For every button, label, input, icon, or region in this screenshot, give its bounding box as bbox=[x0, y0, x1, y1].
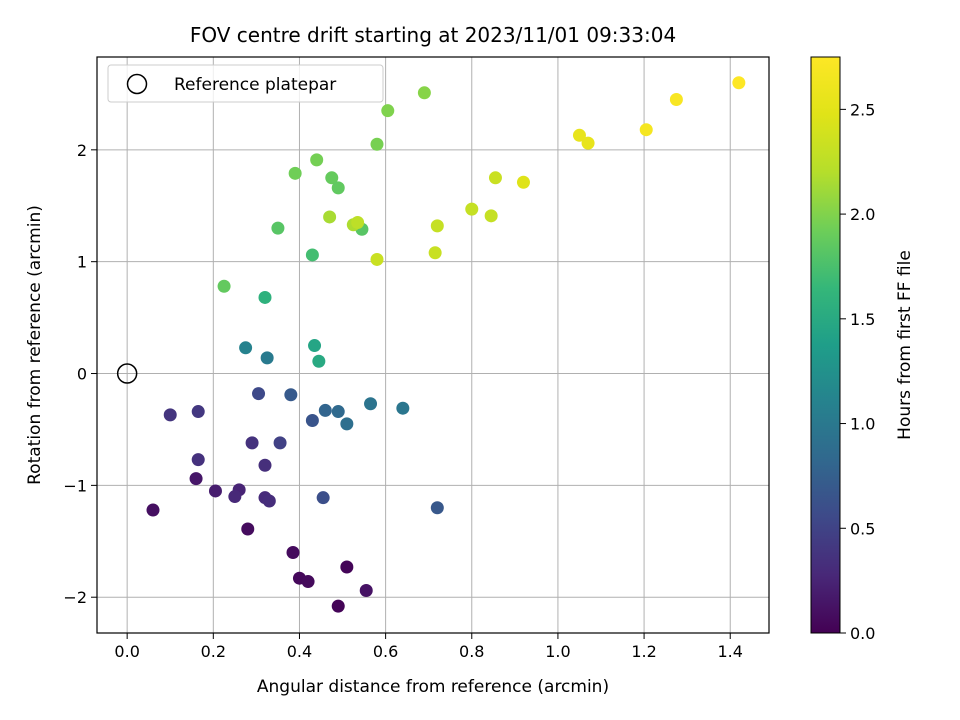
colorbar-ticks: 0.0 0.5 1.0 1.5 2.0 2.5 bbox=[840, 100, 875, 643]
data-point bbox=[245, 436, 259, 450]
data-point bbox=[286, 545, 300, 559]
data-point bbox=[484, 209, 498, 223]
data-point bbox=[370, 137, 384, 151]
data-point bbox=[325, 171, 339, 185]
data-point bbox=[364, 397, 378, 411]
x-tick-label: 0.0 bbox=[114, 642, 139, 661]
data-point bbox=[189, 472, 203, 486]
data-point bbox=[323, 210, 337, 224]
data-point bbox=[191, 405, 205, 419]
data-point bbox=[258, 290, 272, 304]
data-point bbox=[208, 484, 222, 498]
data-point bbox=[417, 86, 431, 100]
data-point bbox=[310, 153, 324, 167]
data-point bbox=[331, 599, 345, 613]
data-point bbox=[308, 339, 322, 353]
y-tick-label: 1 bbox=[77, 253, 87, 272]
data-point bbox=[732, 76, 746, 90]
colorbar-tick-label: 0.5 bbox=[850, 519, 875, 538]
y-axis-label: Rotation from reference (arcmin) bbox=[25, 205, 45, 485]
y-tick-label: 0 bbox=[77, 365, 87, 384]
data-point bbox=[516, 175, 530, 189]
plot-frame bbox=[96, 56, 770, 634]
x-tick-label: 0.8 bbox=[459, 642, 484, 661]
data-point bbox=[318, 403, 332, 417]
data-point bbox=[340, 560, 354, 574]
data-point bbox=[340, 417, 354, 431]
colorbar-gradient bbox=[810, 56, 841, 634]
data-point bbox=[488, 171, 502, 185]
data-point bbox=[191, 453, 205, 467]
data-point bbox=[351, 216, 365, 230]
data-point bbox=[639, 123, 653, 137]
data-point bbox=[316, 491, 330, 505]
data-point bbox=[284, 388, 298, 402]
data-point bbox=[271, 221, 285, 235]
data-point bbox=[430, 219, 444, 233]
data-point bbox=[217, 279, 231, 293]
data-point bbox=[428, 246, 442, 260]
x-tick-label: 0.2 bbox=[201, 642, 226, 661]
data-point bbox=[370, 252, 384, 266]
data-point bbox=[331, 181, 345, 195]
x-tick-label: 1.2 bbox=[631, 642, 656, 661]
data-point bbox=[163, 408, 177, 422]
data-point bbox=[581, 136, 595, 150]
data-point bbox=[381, 104, 395, 118]
colorbar-tick-label: 2.5 bbox=[850, 100, 875, 119]
data-point bbox=[239, 341, 253, 355]
x-tick-label: 0.6 bbox=[373, 642, 398, 661]
data-point bbox=[258, 458, 272, 472]
data-point bbox=[305, 248, 319, 262]
x-tick-label: 1.0 bbox=[545, 642, 570, 661]
data-point bbox=[430, 501, 444, 515]
x-axis-label: Angular distance from reference (arcmin) bbox=[257, 677, 609, 697]
legend-box bbox=[107, 64, 384, 103]
colorbar-tick-label: 1.0 bbox=[850, 415, 875, 434]
data-point bbox=[331, 405, 345, 419]
legend-reference-marker bbox=[126, 73, 148, 95]
x-axis-ticks: 0.0 0.2 0.4 0.6 0.8 1.0 1.2 1.4 bbox=[114, 633, 743, 661]
y-tick-label: 2 bbox=[77, 141, 87, 160]
data-point bbox=[305, 413, 319, 427]
data-point bbox=[252, 387, 266, 401]
scatter-points bbox=[146, 76, 746, 613]
colorbar: 0.0 0.5 1.0 1.5 2.0 2.5 Hours from first FF f… bbox=[810, 56, 915, 643]
data-point bbox=[572, 128, 586, 142]
y-tick-label: −1 bbox=[63, 476, 87, 495]
x-tick-label: 1.4 bbox=[718, 642, 743, 661]
reference-marker bbox=[116, 363, 138, 384]
y-tick-label: −2 bbox=[63, 588, 87, 607]
data-point bbox=[288, 166, 302, 180]
data-point bbox=[301, 575, 315, 589]
colorbar-tick-label: 0.0 bbox=[850, 624, 875, 643]
chart-title: FOV centre drift starting at 2023/11/01 … bbox=[190, 23, 676, 47]
data-point bbox=[260, 351, 274, 365]
data-point bbox=[146, 503, 160, 517]
data-point bbox=[465, 202, 479, 216]
legend: Reference platepar bbox=[107, 64, 384, 103]
legend-label-reference-platepar: Reference platepar bbox=[174, 75, 336, 95]
data-point bbox=[228, 490, 242, 504]
colorbar-label: Hours from first FF file bbox=[895, 250, 915, 440]
x-tick-label: 0.4 bbox=[287, 642, 312, 661]
colorbar-tick-label: 1.5 bbox=[850, 310, 875, 329]
data-point bbox=[262, 494, 276, 508]
data-point bbox=[359, 583, 373, 597]
grid-lines bbox=[97, 57, 769, 633]
colorbar-tick-label: 2.0 bbox=[850, 205, 875, 224]
data-point bbox=[396, 401, 410, 415]
data-point bbox=[669, 93, 683, 107]
y-axis-ticks: −2 −1 0 1 2 bbox=[63, 141, 97, 607]
data-point bbox=[241, 522, 255, 536]
reference-platepar-marker bbox=[116, 363, 138, 384]
data-point bbox=[312, 354, 326, 368]
data-point bbox=[273, 436, 287, 450]
